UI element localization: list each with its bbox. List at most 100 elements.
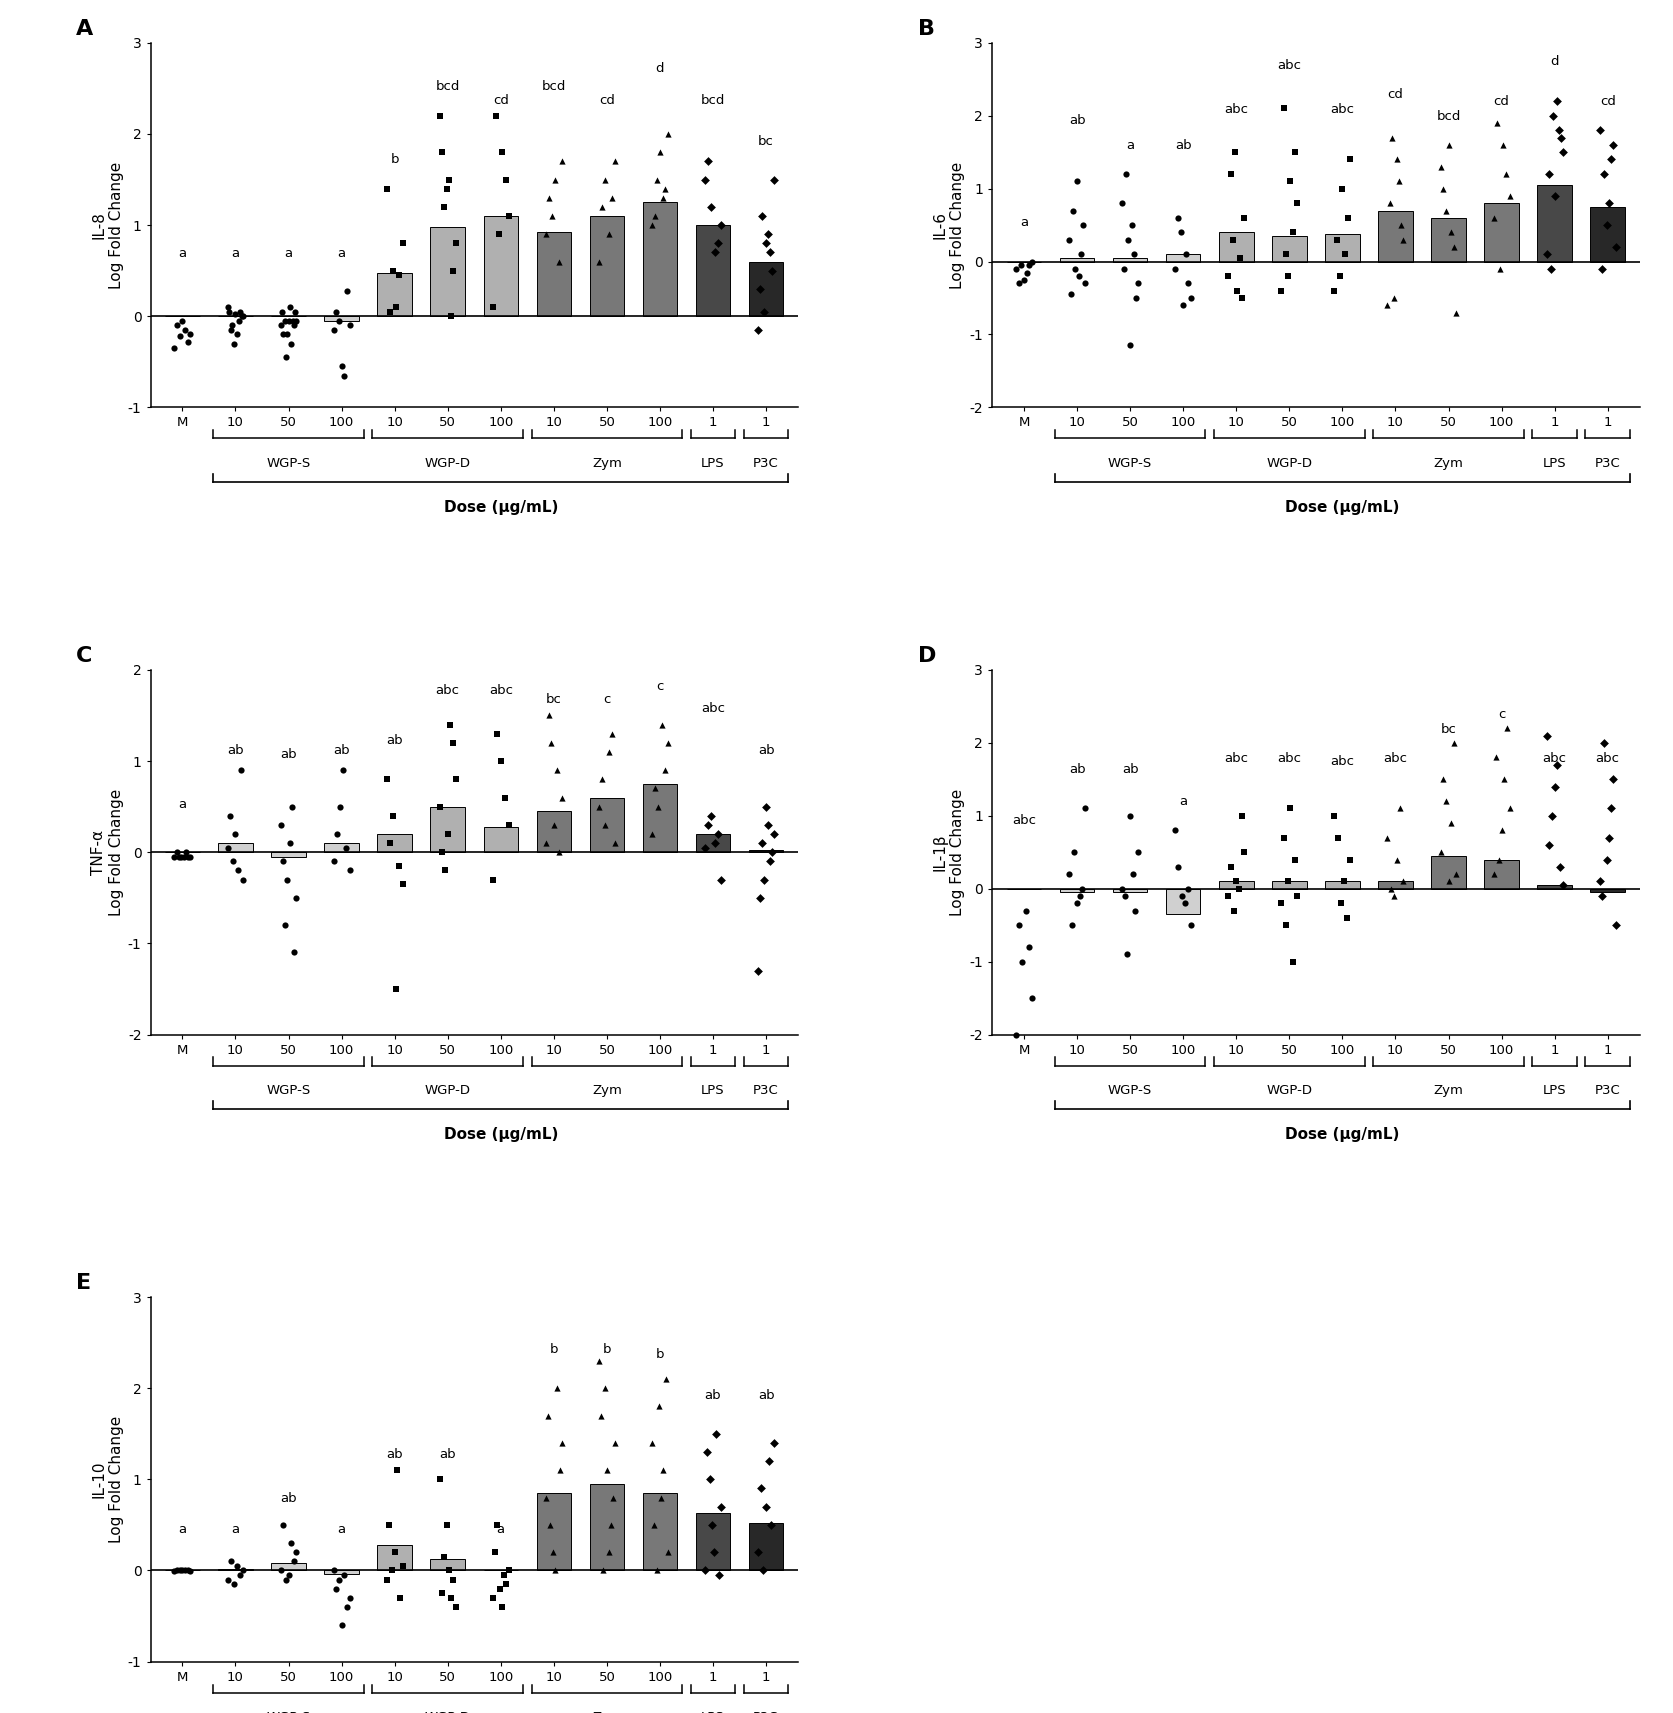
Bar xyxy=(1432,856,1466,889)
Point xyxy=(440,730,467,757)
Point xyxy=(586,793,612,821)
Point xyxy=(1432,788,1459,815)
Point xyxy=(1482,743,1509,771)
Point xyxy=(1486,846,1512,874)
Y-axis label: IL-10
Log Fold Change: IL-10 Log Fold Change xyxy=(92,1415,124,1543)
Point xyxy=(694,147,721,175)
Point xyxy=(268,1557,294,1585)
Point xyxy=(594,1456,621,1483)
Point xyxy=(1283,190,1310,218)
Point xyxy=(750,829,776,856)
Text: cd: cd xyxy=(1387,87,1404,101)
Bar xyxy=(1220,882,1253,889)
Point xyxy=(599,719,626,747)
Text: A: A xyxy=(75,19,94,39)
Point xyxy=(1539,103,1566,130)
Point xyxy=(696,1466,723,1494)
Bar xyxy=(589,216,624,317)
Point xyxy=(283,884,310,911)
Bar xyxy=(1325,235,1360,262)
Point xyxy=(427,793,453,821)
Bar xyxy=(750,1523,783,1571)
Point xyxy=(540,812,567,839)
Bar xyxy=(1484,204,1519,262)
Point xyxy=(539,1538,565,1566)
Text: a: a xyxy=(179,1523,186,1537)
Point xyxy=(442,1593,468,1620)
Point xyxy=(1380,882,1407,910)
Text: a: a xyxy=(1021,216,1029,230)
Point xyxy=(1603,233,1630,260)
Bar xyxy=(642,202,678,317)
Point xyxy=(174,843,201,870)
Text: abc: abc xyxy=(1596,752,1619,764)
Bar xyxy=(430,1559,465,1571)
Point xyxy=(586,248,612,276)
Point xyxy=(214,293,241,320)
Point xyxy=(1532,721,1559,749)
Point xyxy=(1532,240,1559,267)
Point xyxy=(383,975,410,1002)
Text: a: a xyxy=(1179,795,1188,809)
Point xyxy=(691,834,718,862)
Point xyxy=(223,821,249,848)
Bar xyxy=(750,262,783,317)
Point xyxy=(1596,190,1623,218)
Text: WGP-D: WGP-D xyxy=(425,1084,470,1096)
Text: P3C: P3C xyxy=(753,1711,780,1713)
Point xyxy=(217,1547,244,1574)
Text: WGP-S: WGP-S xyxy=(266,1711,311,1713)
Point xyxy=(326,1566,353,1593)
Point xyxy=(1273,911,1300,939)
Point xyxy=(433,1511,460,1538)
Point xyxy=(1544,750,1571,778)
Point xyxy=(1123,284,1149,312)
Point xyxy=(376,1511,403,1538)
Point xyxy=(1270,94,1297,122)
Point xyxy=(228,1561,254,1588)
Point xyxy=(229,303,256,331)
Point xyxy=(641,1511,668,1538)
Bar xyxy=(1166,889,1201,915)
Point xyxy=(489,1593,515,1620)
Point xyxy=(442,230,468,257)
Point xyxy=(1599,766,1626,793)
Point xyxy=(537,730,564,757)
Point xyxy=(589,766,616,793)
Point xyxy=(1541,773,1568,800)
Point xyxy=(440,1566,467,1593)
Point xyxy=(744,958,771,985)
Point xyxy=(281,298,308,325)
Point xyxy=(386,262,413,289)
Text: a: a xyxy=(231,247,239,260)
Point xyxy=(164,312,191,339)
Point xyxy=(537,1511,564,1538)
Point xyxy=(1072,269,1099,296)
Point xyxy=(1231,204,1258,231)
Point xyxy=(320,848,346,875)
Point xyxy=(1327,889,1353,916)
Point xyxy=(1218,853,1245,880)
Point xyxy=(320,1557,346,1585)
Text: abc: abc xyxy=(1276,58,1302,72)
Bar xyxy=(642,785,678,853)
Point xyxy=(1596,824,1623,851)
Point xyxy=(535,702,562,730)
Point xyxy=(269,1511,296,1538)
Point xyxy=(482,1538,509,1566)
Point xyxy=(437,711,463,738)
Point xyxy=(331,1561,358,1588)
Point xyxy=(1390,868,1417,896)
Point xyxy=(1591,730,1618,757)
Point xyxy=(1019,248,1046,276)
Text: P3C: P3C xyxy=(1594,1084,1621,1096)
Point xyxy=(1273,240,1300,267)
Text: cd: cd xyxy=(494,94,509,106)
Bar xyxy=(430,807,465,853)
Point xyxy=(373,766,400,793)
Point xyxy=(432,194,458,221)
Point xyxy=(758,1511,785,1538)
Point xyxy=(268,812,294,839)
Point xyxy=(654,1538,681,1566)
Point xyxy=(432,856,458,884)
